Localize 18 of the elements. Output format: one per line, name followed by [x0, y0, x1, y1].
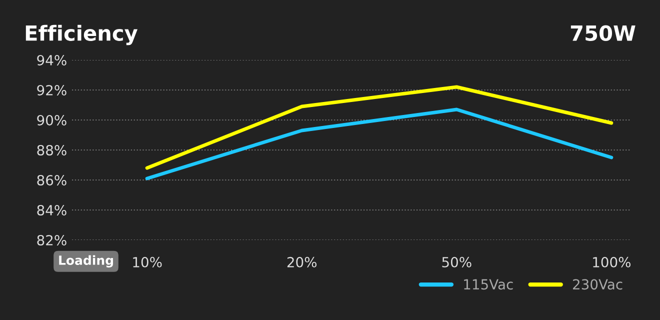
y-tick-label: 86%: [37, 174, 66, 186]
y-tick-label: 88%: [37, 144, 66, 156]
y-tick-label: 84%: [37, 204, 66, 216]
legend-label: 115Vac: [464, 279, 513, 290]
x-tick-label: 50%: [442, 256, 472, 268]
y-tick-label: 82%: [37, 234, 66, 246]
chart-subtitle: 750W: [570, 25, 636, 42]
y-tick-label: 90%: [37, 114, 66, 126]
x-tick-label: 100%: [593, 256, 631, 268]
y-tick-label: 92%: [37, 84, 66, 96]
x-tick-label: 10%: [133, 256, 162, 268]
chart-title: Efficiency: [26, 24, 138, 46]
x-axis-title: Loading: [59, 255, 113, 268]
x-tick-label: 20%: [287, 256, 317, 268]
y-tick-label: 94%: [37, 54, 66, 66]
legend-label: 230Vac: [573, 279, 622, 290]
line-series: [145, 85, 614, 170]
line-series: [145, 108, 614, 180]
